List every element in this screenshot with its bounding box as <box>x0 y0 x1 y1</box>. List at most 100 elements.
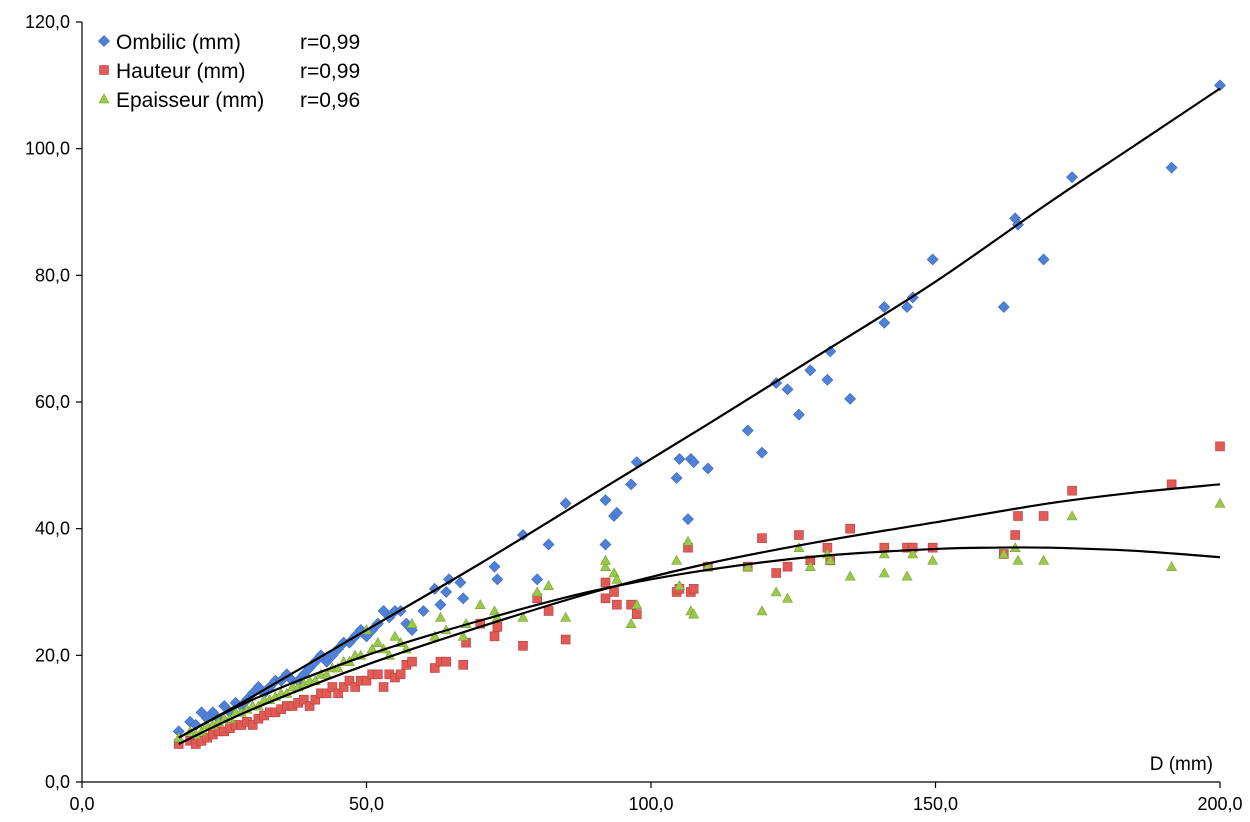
data-point <box>901 570 913 581</box>
data-point <box>600 593 611 604</box>
data-point <box>793 542 805 552</box>
data-point <box>611 573 623 584</box>
data-point <box>560 611 572 622</box>
trendline <box>178 483 1221 745</box>
data-point <box>372 637 384 647</box>
data-point <box>429 663 440 673</box>
legend-r-value: r=0,99 <box>300 31 360 54</box>
y-tick-label: 80,0 <box>35 265 70 285</box>
legend-item: Epaisseur (mm) r=0,96 <box>98 89 360 112</box>
y-tick-label: 120,0 <box>25 12 70 32</box>
data-point <box>927 554 939 565</box>
data-point <box>517 611 529 622</box>
data-point <box>333 688 343 699</box>
data-point <box>434 598 447 611</box>
data-point <box>406 618 418 628</box>
data-point <box>457 592 470 605</box>
data-point <box>609 587 619 597</box>
data-point <box>299 694 309 705</box>
data-point <box>927 542 938 553</box>
data-point <box>417 605 430 617</box>
data-point <box>625 618 637 628</box>
data-point <box>878 548 890 559</box>
data-point <box>517 529 529 541</box>
data-point <box>997 301 1010 313</box>
data-point <box>625 478 638 491</box>
data-point <box>395 669 406 680</box>
y-tick-label: 40,0 <box>35 519 70 539</box>
data-point <box>443 573 455 586</box>
data-point <box>804 364 817 377</box>
data-point <box>1038 554 1050 565</box>
data-point <box>670 472 683 484</box>
data-point <box>389 630 401 641</box>
y-tick-label: 20,0 <box>35 645 70 665</box>
data-point <box>688 608 700 619</box>
x-tick-label: 100,0 <box>628 794 673 814</box>
data-point <box>327 682 338 692</box>
legend-label: Epaisseur (mm) <box>116 89 264 112</box>
data-point <box>907 548 919 559</box>
data-point <box>320 655 333 668</box>
data-point <box>454 576 467 589</box>
tick-labels: 0,0 50,0 100,0 150,0 200,0 0,0 20,0 40,0 60,0 80,… <box>25 12 1243 814</box>
data-point <box>434 611 446 622</box>
legend-marker-square <box>99 65 109 75</box>
data-point <box>631 609 642 619</box>
trendlines <box>178 87 1221 745</box>
data-point <box>350 682 360 692</box>
data-point <box>343 636 356 649</box>
legend-label: Ombilic (mm) <box>116 31 241 54</box>
data-point <box>377 605 390 617</box>
data-points <box>172 79 1226 749</box>
x-tick-label: 150,0 <box>913 794 958 814</box>
data-point <box>1013 511 1023 521</box>
legend-item: Ombilic (mm) r=0,99 <box>98 31 360 54</box>
data-point <box>757 533 767 543</box>
x-axis-title: D (mm) <box>1150 754 1213 775</box>
data-point <box>600 577 611 588</box>
x-tick-label: 200,0 <box>1197 794 1242 814</box>
data-point <box>543 606 554 616</box>
data-point <box>631 599 643 609</box>
data-point <box>441 656 451 667</box>
data-point <box>1214 79 1226 92</box>
data-point <box>926 253 939 266</box>
data-point <box>845 523 855 534</box>
data-point <box>673 453 686 465</box>
data-point <box>771 568 781 578</box>
data-point <box>304 701 315 711</box>
data-point <box>782 592 794 603</box>
data-point <box>338 682 349 692</box>
data-point <box>560 634 571 645</box>
data-point <box>531 586 543 597</box>
data-point <box>475 618 486 629</box>
data-point <box>440 586 453 598</box>
legend-r-value: r=0,99 <box>300 60 360 83</box>
data-point <box>531 573 544 586</box>
data-point <box>1038 511 1049 521</box>
data-point <box>321 688 332 699</box>
data-point <box>559 497 572 510</box>
data-point <box>474 599 486 609</box>
data-point <box>804 561 816 571</box>
data-point <box>321 668 333 679</box>
y-tick-label: 0,0 <box>45 772 70 792</box>
legend-r-value: r=0,96 <box>300 89 360 112</box>
legend-item: Hauteur (mm) r=0,99 <box>99 60 360 83</box>
data-point <box>742 561 754 571</box>
data-point <box>756 446 768 459</box>
data-point <box>1214 497 1226 508</box>
data-point <box>673 580 685 590</box>
data-point <box>1067 485 1077 496</box>
data-point <box>671 554 683 565</box>
data-point <box>1066 510 1078 521</box>
data-point <box>1066 171 1078 184</box>
legend-label: Hauteur (mm) <box>116 60 246 83</box>
data-point <box>682 513 694 526</box>
data-point <box>782 561 793 572</box>
data-point <box>682 535 694 546</box>
data-point <box>821 373 834 386</box>
data-point <box>489 631 500 642</box>
data-point <box>599 538 612 551</box>
